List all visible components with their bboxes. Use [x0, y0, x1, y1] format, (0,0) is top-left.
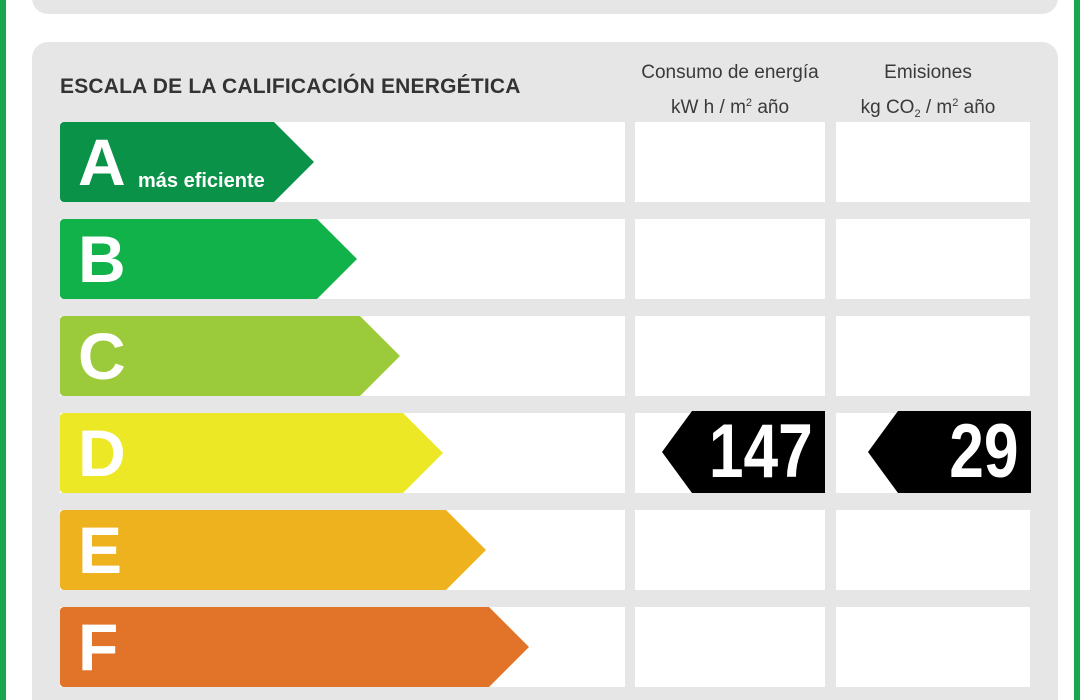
frame-left-border: [0, 0, 6, 700]
rating-sub-label: más eficiente: [138, 170, 265, 192]
emissions-cell-b: [836, 219, 1030, 299]
emissions-cell-c: [836, 316, 1030, 396]
rating-letter: E: [78, 513, 123, 587]
rating-letter: A: [78, 125, 126, 199]
rating-letter: F: [78, 610, 119, 684]
emissions-value-tag-text: 29: [949, 409, 1019, 494]
top-panel: [32, 0, 1058, 14]
rating-letter: C: [78, 319, 126, 393]
energy-header-unit: kW h / m2 año: [670, 97, 790, 118]
emissions-cell-a: [836, 122, 1030, 202]
energy-value-tag: 147: [662, 411, 825, 493]
emissions-cell-f: [836, 607, 1030, 687]
energy-cell-a: [635, 122, 825, 202]
rating-arrow-c: C: [60, 316, 400, 396]
energy-cell-e: [635, 510, 825, 590]
emissions-header-line1: Emisiones: [884, 62, 972, 83]
rating-arrow-f: F: [60, 607, 529, 687]
emissions-value-tag: 29: [868, 411, 1031, 493]
rating-arrow-d: D: [60, 413, 443, 493]
emissions-cell-e: [836, 510, 1030, 590]
energy-column-header: Consumo de energía kW h / m2 año: [630, 58, 830, 123]
energy-cell-c: [635, 316, 825, 396]
energy-cell-b: [635, 219, 825, 299]
rating-letter: B: [78, 222, 126, 296]
energy-value-tag-text: 147: [709, 409, 813, 494]
rating-arrow-b: B: [60, 219, 357, 299]
energy-cell-f: [635, 607, 825, 687]
energy-header-line1: Consumo de energía: [641, 62, 819, 83]
emissions-column-header: Emisiones kg CO2 / m2 año: [830, 58, 1026, 129]
frame-right-border: [1074, 0, 1080, 700]
emissions-header-unit: kg CO2 / m2 año: [860, 97, 996, 120]
rating-arrow-e: E: [60, 510, 486, 590]
scale-title: ESCALA DE LA CALIFICACIÓN ENERGÉTICA: [60, 75, 521, 98]
rating-letter: D: [78, 416, 126, 490]
